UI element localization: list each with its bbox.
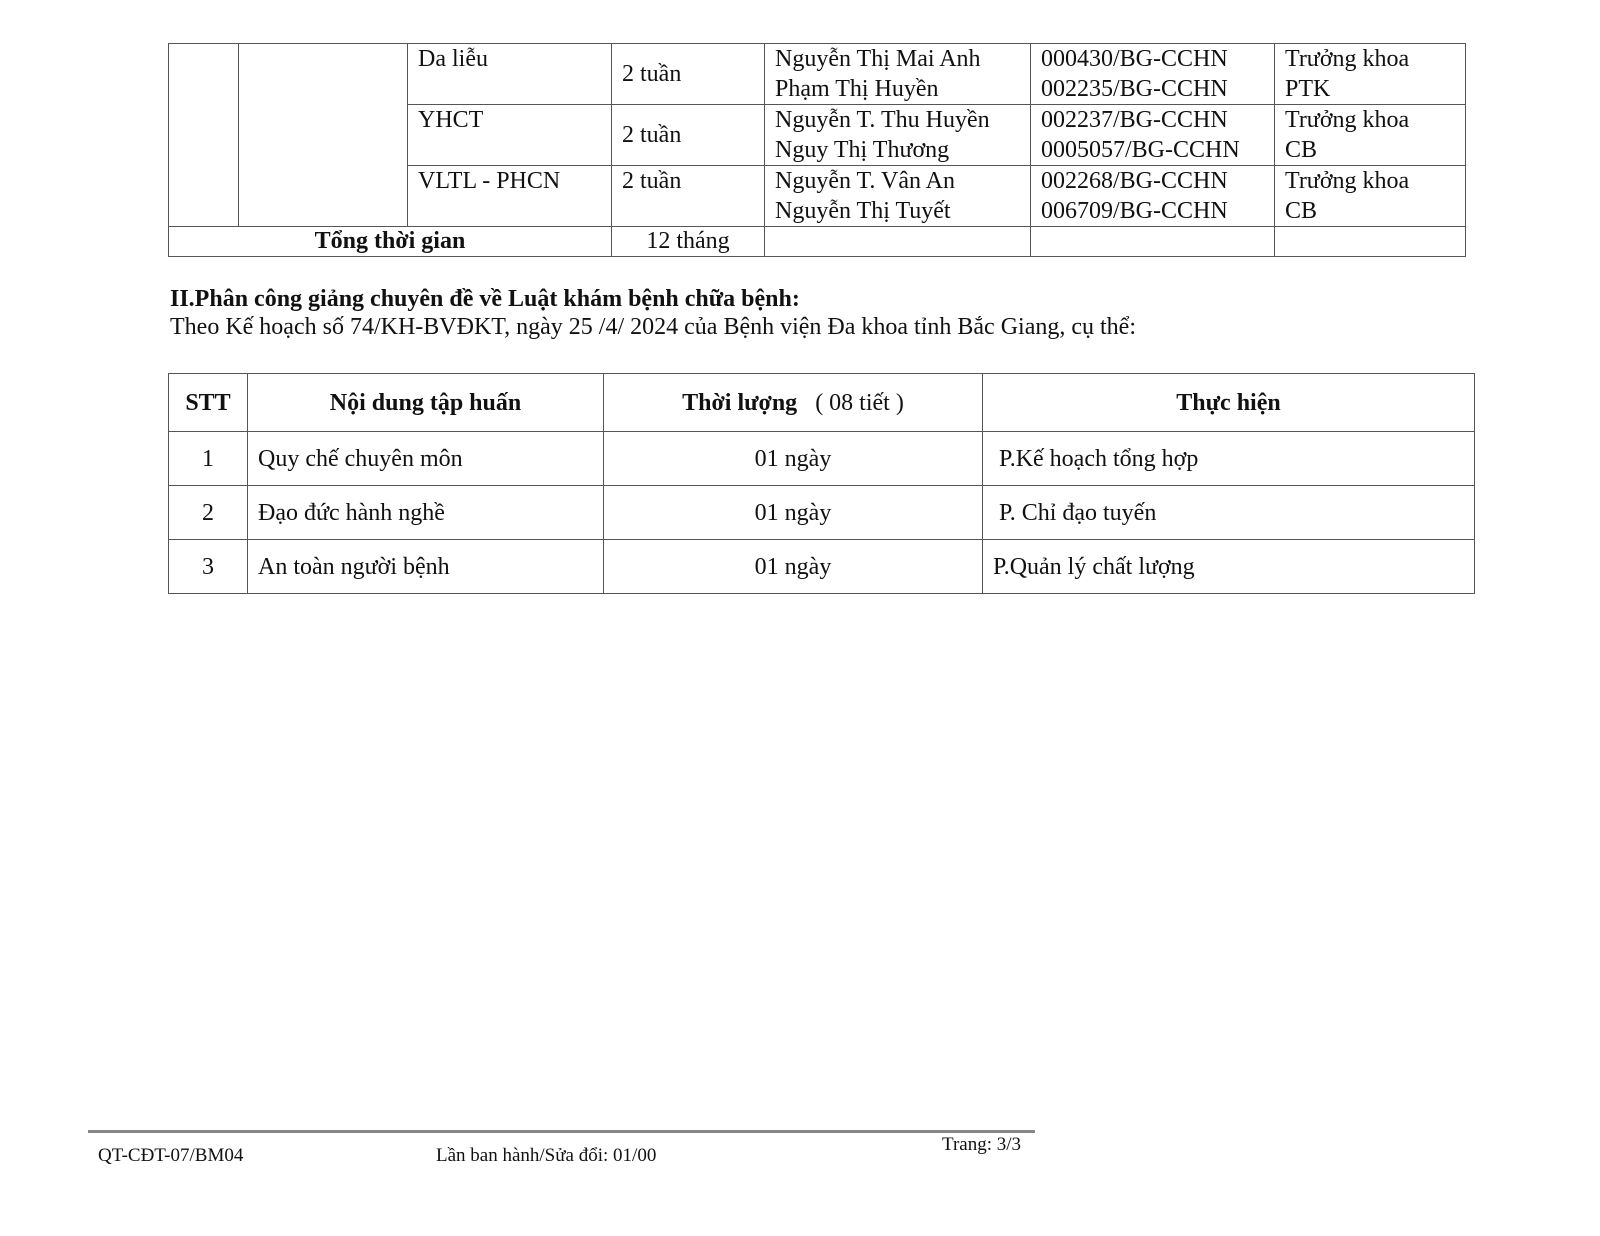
certs-cell: 002237/BG-CCHN 0005057/BG-CCHN bbox=[1030, 104, 1275, 166]
section-title: II.Phân công giảng chuyên đề về Luật khá… bbox=[170, 286, 800, 312]
stt-cell: 3 bbox=[168, 539, 248, 594]
header-duration: Thời lượng ( 08 tiết ) bbox=[603, 373, 983, 432]
duration-cell: 01 ngày bbox=[603, 431, 983, 486]
content-cell: Đạo đức hành nghề bbox=[247, 485, 604, 540]
duration-cell: 01 ngày bbox=[603, 485, 983, 540]
total-value: 12 tháng bbox=[611, 226, 765, 257]
executor-cell: P.Quản lý chất lượng bbox=[982, 539, 1475, 594]
header-stt: STT bbox=[168, 373, 248, 432]
stt-cell: 2 bbox=[168, 485, 248, 540]
empty-cell bbox=[1274, 226, 1466, 257]
empty-cell bbox=[1030, 226, 1275, 257]
subject-cell: Da liễu bbox=[407, 43, 612, 105]
certs-cell: 002268/BG-CCHN 006709/BG-CCHN bbox=[1030, 165, 1275, 227]
table-row: VLTL - PHCN 2 tuần Nguyễn T. Vân An Nguyễ… bbox=[169, 165, 1466, 227]
executor-cell: P. Chỉ đạo tuyến bbox=[982, 485, 1475, 540]
executor-cell: P.Kế hoạch tổng hợp bbox=[982, 431, 1475, 486]
role-cell: Trưởng khoa CB bbox=[1274, 104, 1466, 166]
table-row: 2 Đạo đức hành nghề 01 ngày P. Chỉ đạo t… bbox=[168, 485, 1475, 540]
training-schedule-table: Da liễu 2 tuần Nguyễn Thị Mai Anh Phạm Th… bbox=[168, 43, 1466, 257]
header-content: Nội dung tập huấn bbox=[247, 373, 604, 432]
role-cell: Trưởng khoa CB bbox=[1274, 165, 1466, 227]
stt-cell: 1 bbox=[168, 431, 248, 486]
empty-cell bbox=[764, 226, 1031, 257]
content-cell: Quy chế chuyên môn bbox=[247, 431, 604, 486]
group-cell bbox=[238, 43, 408, 227]
duration-cell: 2 tuần bbox=[611, 43, 765, 105]
header-row: STT Nội dung tập huấn Thời lượng ( 08 ti… bbox=[168, 373, 1475, 432]
names-cell: Nguyễn T. Thu Huyền Nguy Thị Thương bbox=[764, 104, 1031, 166]
table-row: Da liễu 2 tuần Nguyễn Thị Mai Anh Phạm Th… bbox=[168, 43, 1466, 227]
total-row: Tổng thời gian 12 tháng bbox=[168, 226, 1466, 257]
footer-page-number: Trang: 3/3 bbox=[942, 1134, 1022, 1155]
stt-cell bbox=[168, 43, 239, 227]
subject-cell: VLTL - PHCN bbox=[407, 165, 612, 227]
table-row: 3 An toàn người bệnh 01 ngày P.Quản lý c… bbox=[168, 539, 1475, 594]
names-cell: Nguyễn Thị Mai Anh Phạm Thị Huyền bbox=[764, 43, 1031, 105]
names-cell: Nguyễn T. Vân An Nguyễn Thị Tuyết bbox=[764, 165, 1031, 227]
section-text: Theo Kế hoạch số 74/KH-BVĐKT, ngày 25 /4… bbox=[170, 314, 1136, 340]
duration-cell: 01 ngày bbox=[603, 539, 983, 594]
footer-doc-code: QT-CĐT-07/BM04 bbox=[98, 1145, 244, 1166]
role-cell: Trưởng khoa PTK bbox=[1274, 43, 1466, 105]
certs-cell: 000430/BG-CCHN 002235/BG-CCHN bbox=[1030, 43, 1275, 105]
lecture-assignment-table: STT Nội dung tập huấn Thời lượng ( 08 ti… bbox=[168, 373, 1475, 594]
table-row: 1 Quy chế chuyên môn 01 ngày P.Kế hoạch … bbox=[168, 431, 1475, 486]
header-executor: Thực hiện bbox=[982, 373, 1475, 432]
footer-divider bbox=[88, 1130, 1035, 1133]
duration-cell: 2 tuần bbox=[611, 104, 765, 166]
subject-cell: YHCT bbox=[407, 104, 612, 166]
duration-cell: 2 tuần bbox=[611, 165, 765, 227]
total-label: Tổng thời gian bbox=[168, 226, 612, 257]
table-row: YHCT 2 tuần Nguyễn T. Thu Huyền Nguy Thị … bbox=[169, 104, 1466, 166]
footer-revision: Lần ban hành/Sửa đổi: 01/00 bbox=[436, 1145, 657, 1166]
content-cell: An toàn người bệnh bbox=[247, 539, 604, 594]
